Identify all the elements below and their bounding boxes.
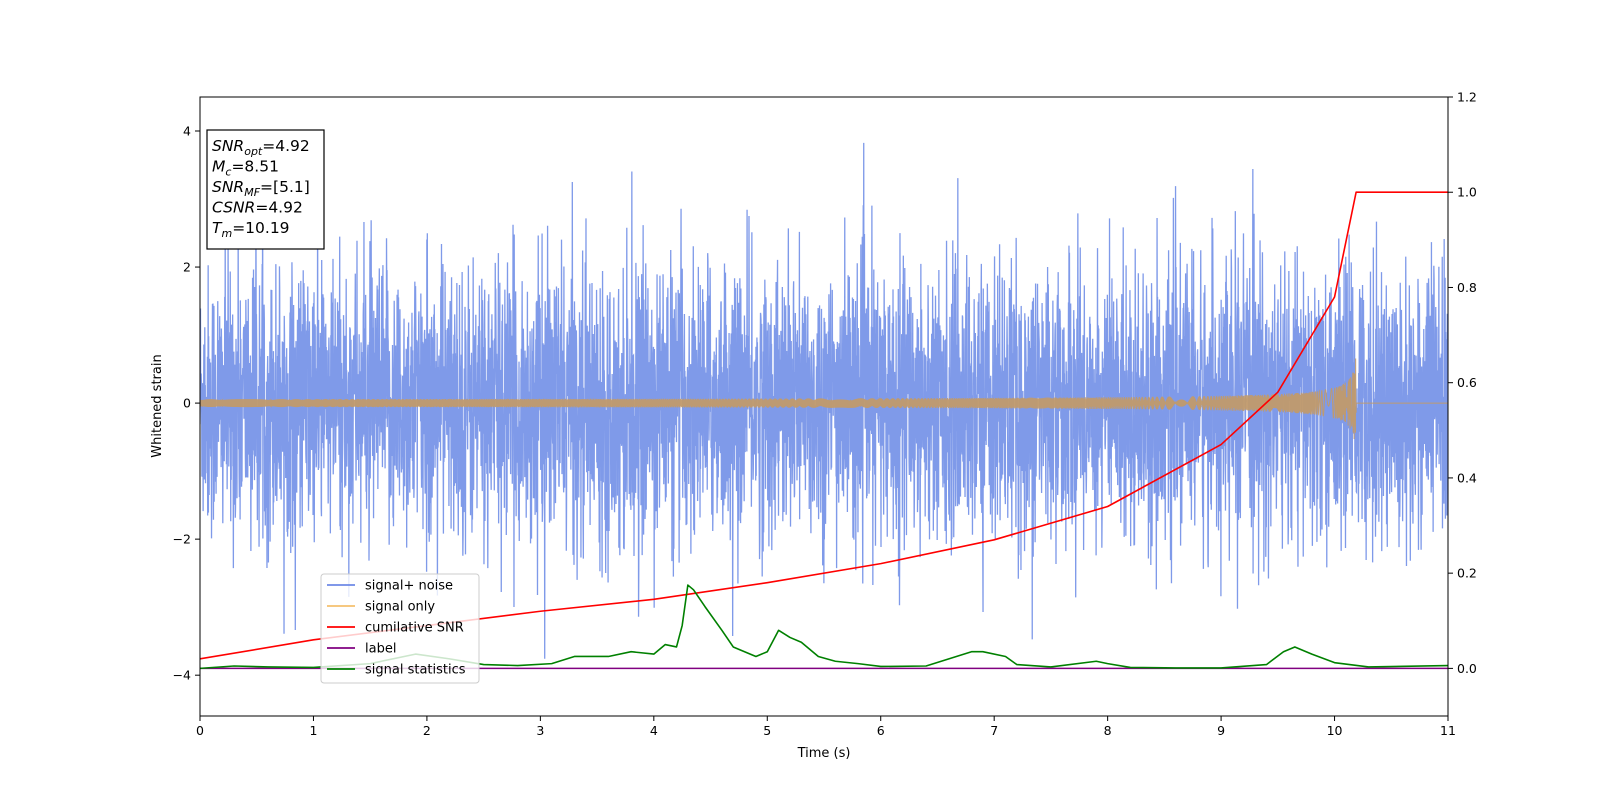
x-tick-label: 1 (309, 723, 317, 738)
legend-label: cumilative SNR (365, 621, 464, 636)
x-tick-label: 11 (1440, 723, 1456, 738)
axes-frame (199, 96, 1449, 717)
x-tick-label: 0 (196, 723, 204, 738)
x-tick-label: 5 (763, 723, 771, 738)
series-line-signal-statistics (200, 584, 1448, 670)
y-right-tick-label: 1.2 (1457, 90, 1477, 105)
x-tick-label: 3 (536, 723, 544, 738)
legend: signal+ noise signal only cumilative SNR la… (320, 573, 480, 684)
annotation-line: Tm=10.19 (212, 219, 290, 240)
x-tick-label: 2 (423, 723, 431, 738)
y-right-tick-label: 0.8 (1457, 280, 1477, 295)
legend-label: signal+ noise (365, 579, 453, 594)
x-tick-label: 8 (1104, 723, 1112, 738)
axis-ticks: 0 1 2 3 4 5 6 7 8 9 10 11 −4 −2 0 2 4 0.0 0.2 0.4 0.6 0.8 1.0 1… (173, 90, 1477, 739)
y-left-tick-label: 4 (183, 124, 191, 139)
x-tick-label: 4 (650, 723, 658, 738)
y-right-tick-label: 0.2 (1457, 566, 1477, 581)
y-left-tick-label: −2 (173, 532, 191, 547)
x-tick-label: 6 (877, 723, 885, 738)
x-tick-label: 7 (990, 723, 998, 738)
legend-label: label (365, 642, 396, 657)
annotation-line: CSNR=4.92 (212, 199, 303, 217)
y-left-tick-label: 2 (183, 260, 191, 275)
y-right-tick-label: 1.0 (1457, 185, 1477, 200)
x-tick-label: 10 (1327, 723, 1343, 738)
x-axis-label: Time (s) (797, 746, 851, 761)
annotation-box-frame (206, 129, 325, 250)
y-right-tick-label: 0.4 (1457, 470, 1477, 485)
legend-label: signal statistics (365, 663, 466, 678)
y-left-tick-label: −4 (173, 668, 191, 683)
annotation-line: SNRMF=[5.1] (212, 178, 310, 199)
y-right-tick-label: 0.6 (1457, 375, 1477, 390)
y-axis-label: Whitened strain (150, 354, 165, 457)
legend-frame (320, 573, 480, 684)
y-left-tick-label: 0 (183, 396, 191, 411)
y-right-tick-label: 0.0 (1457, 661, 1477, 676)
annotation-line: SNRopt=4.92 (212, 137, 310, 158)
x-tick-label: 9 (1217, 723, 1225, 738)
annotation-line: Mc=8.51 (212, 158, 279, 179)
series-line-signal-only (200, 358, 1448, 439)
legend-label: signal only (365, 600, 435, 615)
